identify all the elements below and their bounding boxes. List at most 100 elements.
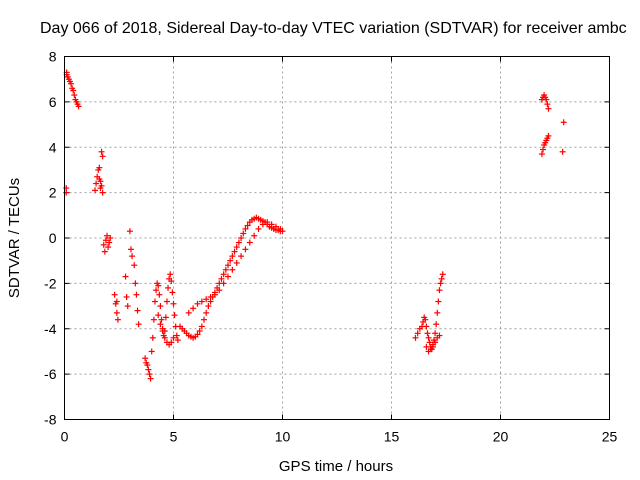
y-tick-label: -4 (44, 321, 57, 337)
data-point (244, 222, 251, 229)
data-point (255, 225, 262, 232)
y-tick-label: 6 (49, 94, 57, 110)
y-tick-label: 8 (49, 49, 57, 65)
data-point (222, 266, 229, 273)
data-point (207, 293, 214, 300)
data-points (63, 69, 567, 382)
data-point (174, 337, 181, 344)
data-point (157, 303, 164, 310)
data-point (122, 273, 129, 280)
data-point (185, 309, 192, 316)
data-point (113, 298, 120, 305)
y-tick-label: -6 (44, 366, 57, 382)
data-point (148, 348, 155, 355)
data-point (435, 298, 442, 305)
data-point (251, 232, 258, 239)
data-point (123, 293, 130, 300)
data-point (194, 300, 201, 307)
data-point (233, 259, 240, 266)
data-point (201, 316, 208, 323)
data-point (97, 178, 104, 185)
chart-title: Day 066 of 2018, Sidereal Day-to-day VTE… (40, 20, 627, 37)
data-point (126, 228, 133, 235)
plot-frame (64, 56, 610, 420)
data-point (437, 280, 444, 287)
data-point (540, 146, 547, 153)
data-point (238, 235, 245, 241)
data-point (538, 151, 545, 158)
data-point (194, 331, 201, 338)
data-point (133, 291, 140, 298)
data-point (545, 105, 552, 112)
data-point (147, 375, 154, 382)
data-point (205, 303, 212, 310)
data-point (231, 248, 238, 255)
data-point (225, 262, 231, 269)
data-point (105, 244, 112, 251)
data-point (127, 246, 134, 253)
data-point (543, 96, 550, 103)
data-point (170, 334, 177, 341)
data-point (559, 148, 566, 155)
data-point (439, 271, 446, 278)
data-point (422, 316, 429, 323)
data-point (240, 230, 247, 237)
data-point (414, 330, 421, 337)
y-tick-label: 4 (49, 139, 57, 155)
data-point (99, 153, 106, 160)
data-point (168, 339, 175, 346)
data-point (425, 334, 432, 341)
data-point (151, 298, 158, 305)
data-point (560, 119, 567, 126)
data-point (173, 332, 180, 339)
data-point (203, 309, 210, 316)
data-point (145, 366, 152, 373)
data-point (432, 330, 439, 337)
data-point (424, 330, 431, 337)
data-point (132, 280, 139, 287)
data-point (272, 223, 279, 230)
data-point (432, 339, 439, 346)
data-point (216, 287, 223, 294)
y-tick-label: 2 (49, 185, 57, 201)
data-point (171, 312, 178, 319)
data-point (196, 328, 203, 335)
data-point (233, 244, 240, 251)
data-point (229, 253, 236, 260)
data-point (264, 219, 271, 226)
data-point (436, 332, 443, 339)
data-point (146, 371, 153, 378)
data-point (220, 280, 227, 287)
data-point (100, 241, 107, 248)
data-point (92, 187, 99, 194)
data-point (142, 355, 149, 362)
data-point (113, 309, 120, 316)
data-point (71, 92, 78, 99)
data-point (107, 235, 114, 241)
data-point (268, 221, 275, 228)
data-point (412, 334, 419, 341)
y-axis-label: SDTVAR / TECUs (6, 178, 23, 298)
x-tick-label: 25 (602, 429, 618, 445)
data-point (155, 312, 162, 319)
x-tick-label: 0 (61, 429, 69, 445)
data-point (545, 132, 552, 139)
data-point (438, 275, 445, 282)
data-point (98, 148, 105, 155)
axis-ticks: 0 5 10 15 20 25 -8 -6 -4 -2 0 2 4 6 8 (44, 49, 617, 445)
data-point (167, 271, 174, 278)
data-point (434, 309, 441, 316)
data-point (426, 339, 433, 346)
y-tick-label: -8 (44, 412, 57, 428)
data-point (104, 232, 111, 239)
data-point (98, 182, 105, 189)
data-point (157, 321, 164, 328)
data-point (211, 291, 218, 298)
data-point (423, 323, 430, 330)
data-point (238, 253, 245, 260)
data-point (99, 189, 106, 196)
data-point (96, 164, 103, 171)
data-point (203, 296, 210, 303)
y-tick-label: 0 (49, 230, 57, 246)
